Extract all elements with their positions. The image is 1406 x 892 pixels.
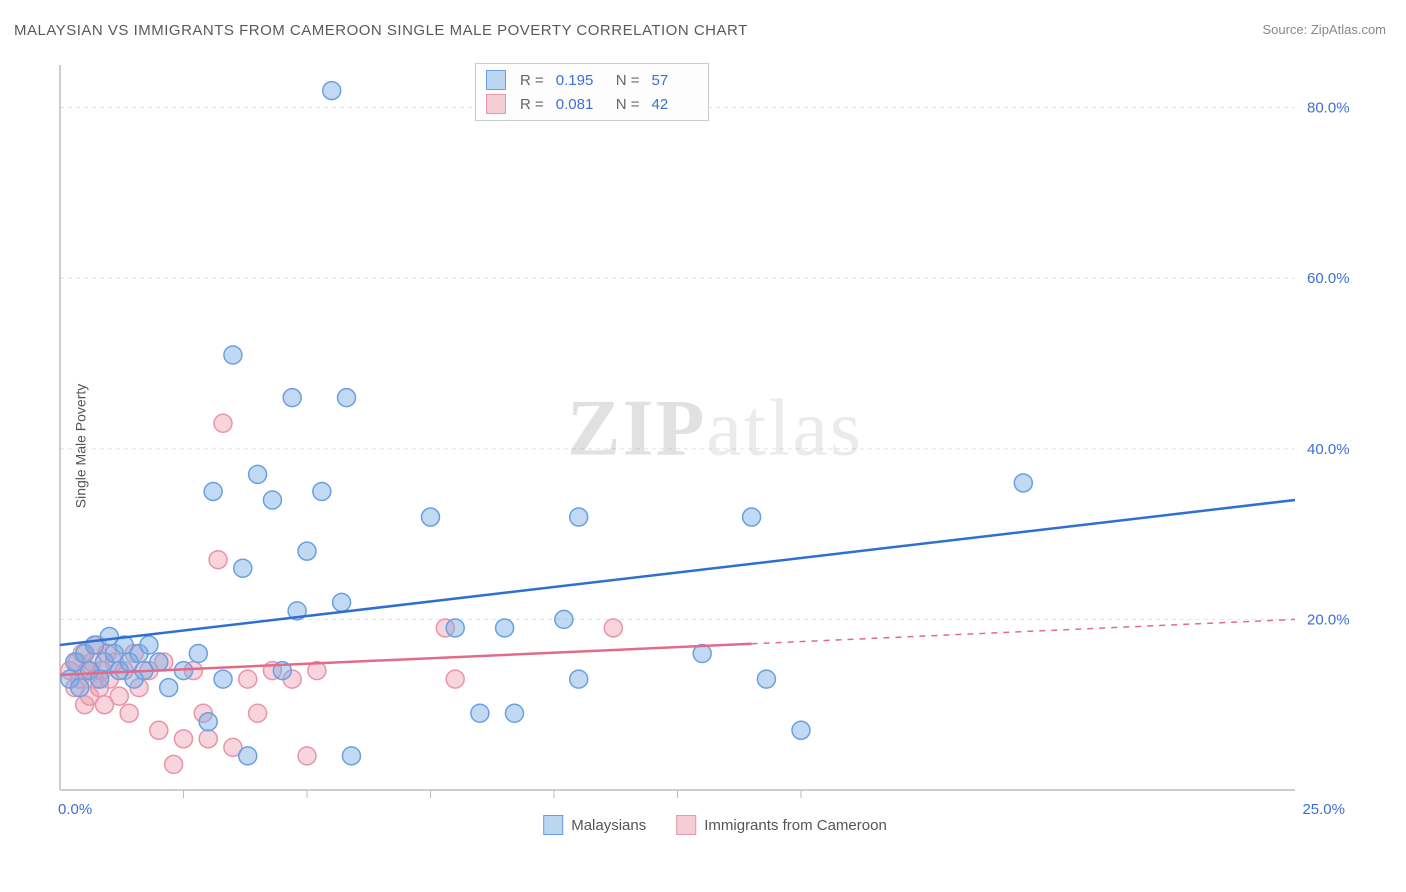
- svg-text:60.0%: 60.0%: [1307, 270, 1350, 287]
- r-value: 0.195: [556, 72, 602, 89]
- swatch-icon: [486, 94, 506, 114]
- chart-area: 20.0%40.0%60.0%80.0%0.0%25.0% ZIPatlas R…: [55, 55, 1375, 835]
- legend-label-malaysians: Malaysians: [571, 817, 646, 834]
- svg-text:20.0%: 20.0%: [1307, 611, 1350, 628]
- swatch-malaysians: [543, 815, 563, 835]
- swatch-icon: [486, 70, 506, 90]
- legend-stat-row: R = 0.195 N = 57: [486, 68, 698, 92]
- chart-title: MALAYSIAN VS IMMIGRANTS FROM CAMEROON SI…: [14, 22, 748, 39]
- correlation-legend: R = 0.195 N = 57 R = 0.081 N = 42: [475, 63, 709, 121]
- legend-label-cameroon: Immigrants from Cameroon: [704, 817, 887, 834]
- legend-stat-row: R = 0.081 N = 42: [486, 92, 698, 116]
- n-value: 42: [652, 96, 698, 113]
- r-value: 0.081: [556, 96, 602, 113]
- svg-text:25.0%: 25.0%: [1302, 801, 1345, 818]
- legend-item-malaysians: Malaysians: [543, 815, 646, 835]
- svg-text:80.0%: 80.0%: [1307, 100, 1350, 117]
- n-value: 57: [652, 72, 698, 89]
- svg-text:40.0%: 40.0%: [1307, 441, 1350, 458]
- n-label: N =: [616, 72, 640, 89]
- svg-text:0.0%: 0.0%: [58, 801, 92, 818]
- legend-item-cameroon: Immigrants from Cameroon: [676, 815, 887, 835]
- r-label: R =: [520, 96, 544, 113]
- series-legend: Malaysians Immigrants from Cameroon: [543, 815, 887, 835]
- swatch-cameroon: [676, 815, 696, 835]
- n-label: N =: [616, 96, 640, 113]
- r-label: R =: [520, 72, 544, 89]
- scatter-plot-svg: 20.0% 40.0% 60.0% 80.0% 0.0% 25.0%: [55, 55, 1375, 835]
- source-attribution: Source: ZipAtlas.com: [1262, 22, 1386, 37]
